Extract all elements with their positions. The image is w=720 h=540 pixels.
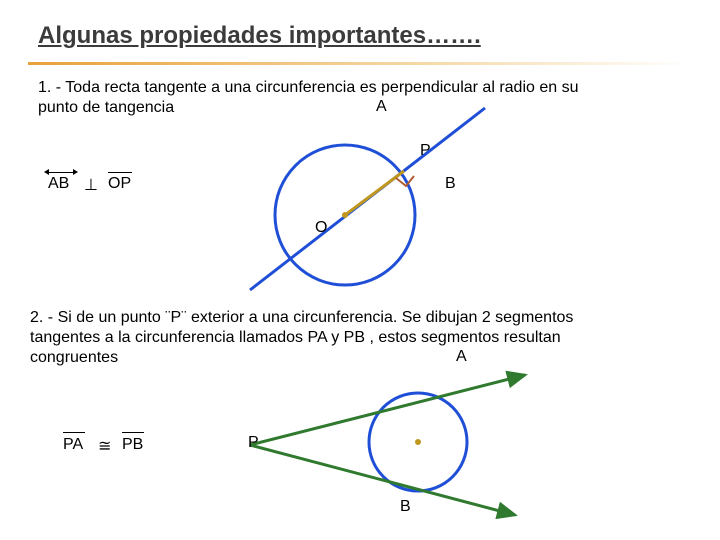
prop2-label-P: P [248,434,259,452]
prop2-tangent-PA [250,375,525,445]
prop2-rel-PA: PA [63,436,83,454]
prop2-label-A: A [456,348,467,366]
bar-PB [122,432,144,433]
prop2-center-dot [415,439,421,445]
congruent-icon: ≅ [98,436,111,456]
prop2-label-B: B [400,498,411,516]
prop2-diagram [0,0,720,540]
prop2-rel-PB: PB [122,436,143,454]
bar-PA [63,432,85,433]
prop2-tangent-PB [250,445,515,515]
